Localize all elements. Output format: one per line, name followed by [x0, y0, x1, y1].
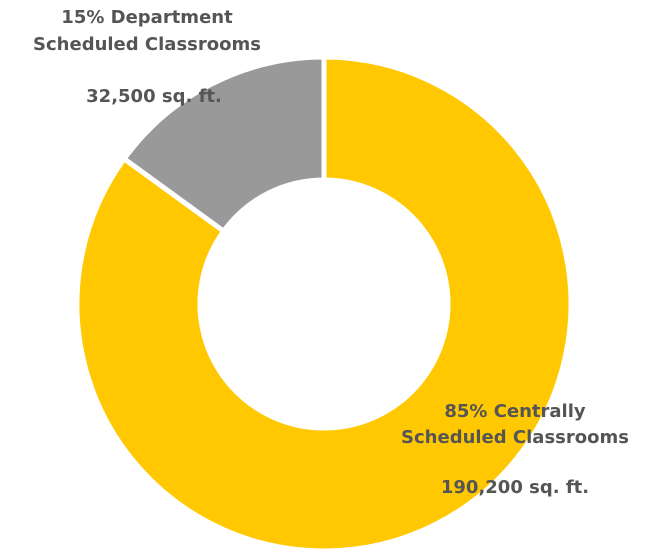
slice-area-label: 32,500 sq. ft.	[86, 86, 222, 107]
slice-label: Scheduled Classrooms	[401, 427, 629, 448]
donut-slice	[120, 54, 327, 235]
slice-area-label: 190,200 sq. ft.	[441, 477, 589, 498]
slice-label: Scheduled Classrooms	[33, 34, 261, 55]
slice-label: 85% Centrally	[444, 401, 586, 422]
donut-slice	[74, 54, 574, 550]
slice-label: 15% Department	[61, 7, 233, 28]
